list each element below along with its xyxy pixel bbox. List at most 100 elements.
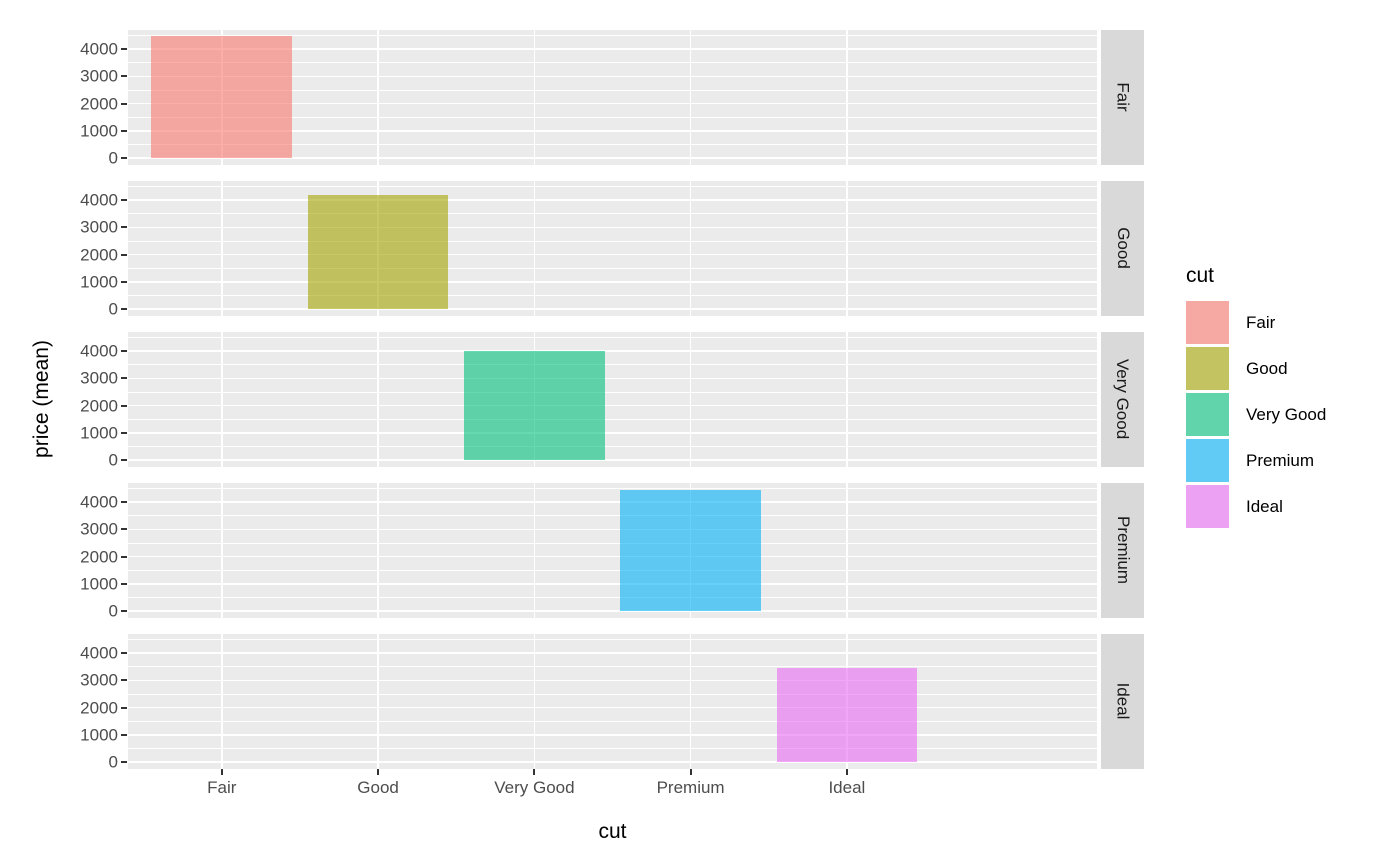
major-gridline — [128, 281, 1097, 283]
y-tick-label: 2000 — [80, 396, 118, 416]
y-tick-mark — [121, 582, 127, 585]
x-tick-mark — [533, 769, 536, 775]
y-tick-label: 3000 — [80, 217, 118, 237]
facet-panel-ideal — [128, 634, 1097, 769]
bar-very-good — [464, 351, 605, 461]
legend-entry-ideal: Ideal — [1186, 485, 1326, 528]
minor-gridline — [128, 418, 1097, 420]
x-tick-label: Fair — [207, 778, 237, 797]
minor-gridline — [128, 693, 1097, 695]
y-tick-label: 1000 — [80, 574, 118, 594]
facet-strip-label: Fair — [1113, 82, 1133, 112]
minor-gridline — [128, 597, 1097, 598]
y-tick-label: 4000 — [80, 190, 118, 210]
y-tick-mark — [121, 102, 127, 105]
major-gridline — [128, 199, 1097, 201]
minor-gridline — [128, 240, 1097, 242]
legend-color-swatch — [1186, 347, 1229, 390]
vertical-gridline — [689, 30, 692, 165]
facet-strip-label: Good — [1113, 227, 1133, 270]
major-gridline — [128, 610, 1097, 612]
legend-label: Ideal — [1246, 496, 1283, 516]
facet-strip-label: Premium — [1113, 516, 1133, 585]
major-gridline — [128, 459, 1097, 461]
legend-entries: Fair Good Very Good Premium Ideal — [1186, 301, 1326, 528]
legend-entry-fair: Fair — [1186, 301, 1326, 344]
minor-gridline — [128, 391, 1097, 393]
major-gridline — [128, 377, 1097, 380]
vertical-gridline — [846, 483, 848, 618]
minor-gridline — [128, 213, 1097, 215]
minor-gridline — [128, 89, 1097, 91]
x-tick-mark — [377, 769, 380, 775]
y-tick-label: 2000 — [80, 547, 118, 567]
vertical-gridline — [221, 634, 223, 769]
y-tick-mark — [121, 679, 127, 682]
y-tick-mark — [121, 404, 127, 407]
major-gridline — [128, 226, 1097, 229]
vertical-gridline — [377, 634, 379, 769]
y-tick-mark — [121, 129, 127, 132]
x-axis-title: cut — [598, 820, 627, 843]
facet-panel-premium — [128, 483, 1097, 618]
legend-color-swatch — [1186, 301, 1229, 344]
y-tick-label: 2000 — [80, 94, 118, 114]
major-gridline — [128, 75, 1097, 78]
y-tick-mark — [121, 706, 127, 709]
y-tick-mark — [121, 199, 127, 202]
y-tick-label: 4000 — [80, 341, 118, 361]
minor-gridline — [128, 720, 1097, 722]
y-tick-label: 3000 — [80, 368, 118, 388]
major-gridline — [128, 48, 1097, 50]
vertical-gridline — [221, 483, 223, 618]
y-tick-label: 3000 — [80, 670, 118, 690]
y-tick-label: 1000 — [80, 423, 118, 443]
legend-key — [1186, 393, 1229, 436]
minor-gridline — [128, 666, 1097, 668]
major-gridline — [128, 679, 1097, 682]
major-gridline — [128, 102, 1097, 105]
x-tick-mark — [220, 769, 223, 775]
major-gridline — [128, 583, 1097, 585]
facet-strip-label: Very Good — [1113, 359, 1133, 440]
vertical-gridline — [221, 181, 223, 316]
bar-ideal — [776, 667, 918, 763]
facet-panel-fair — [128, 30, 1097, 165]
minor-gridline — [128, 569, 1097, 571]
major-gridline — [128, 501, 1097, 503]
y-tick-mark — [121, 75, 127, 78]
y-tick-label: 3000 — [80, 519, 118, 539]
major-gridline — [128, 734, 1097, 736]
minor-gridline — [128, 748, 1097, 749]
y-tick-mark — [121, 280, 127, 283]
legend-color-swatch — [1186, 485, 1229, 528]
major-gridline — [128, 432, 1097, 434]
minor-gridline — [128, 62, 1097, 64]
y-tick-mark — [121, 459, 127, 462]
x-tick-label: Good — [357, 778, 399, 797]
major-gridline — [128, 652, 1097, 654]
y-tick-label: 1000 — [80, 272, 118, 292]
y-tick-label: 2000 — [80, 698, 118, 718]
y-tick-mark — [121, 501, 127, 504]
bar-good — [307, 195, 449, 310]
y-tick-label: 4000 — [80, 39, 118, 59]
legend-label: Good — [1246, 358, 1288, 378]
vertical-gridline — [846, 181, 848, 316]
facet-strip-label: Ideal — [1113, 682, 1133, 720]
y-tick-label: 0 — [108, 752, 118, 772]
vertical-gridline — [689, 634, 692, 769]
bar-premium — [620, 489, 761, 612]
x-tick-mark — [845, 769, 848, 775]
vertical-gridline — [846, 332, 848, 467]
vertical-gridline — [377, 30, 379, 165]
minor-gridline — [128, 295, 1097, 296]
major-gridline — [128, 761, 1097, 763]
vertical-gridline — [377, 483, 379, 618]
y-tick-label: 3000 — [80, 66, 118, 86]
y-tick-label: 4000 — [80, 492, 118, 512]
legend-label: Very Good — [1246, 404, 1327, 424]
minor-gridline — [128, 267, 1097, 269]
y-tick-label: 0 — [108, 601, 118, 621]
bar-fair — [151, 36, 293, 159]
